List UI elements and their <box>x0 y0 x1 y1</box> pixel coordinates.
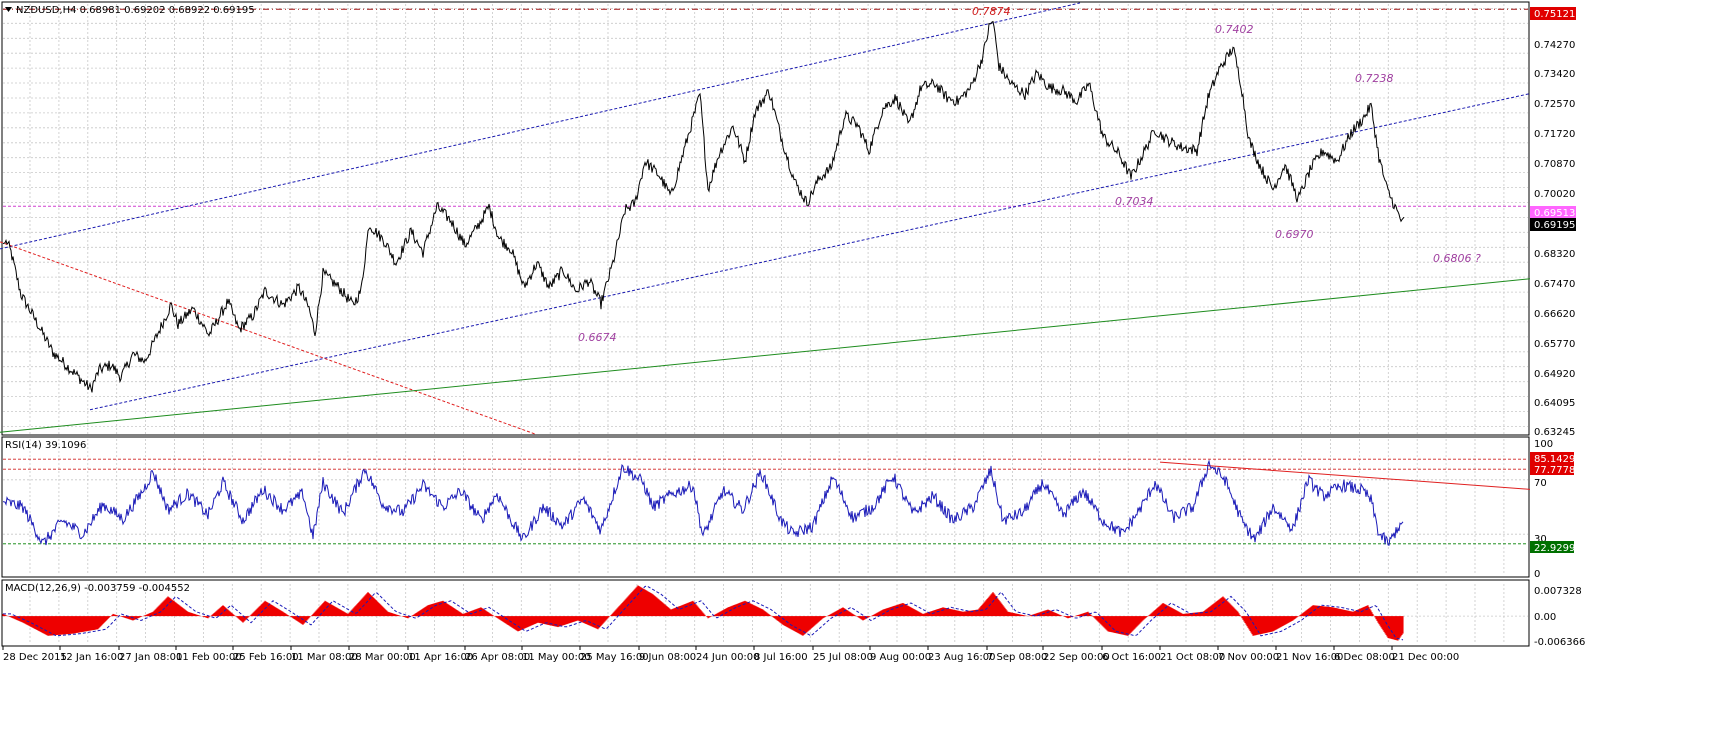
price-tick: 0.74270 <box>1534 40 1575 51</box>
time-label: 22 Sep 00:00 <box>1043 652 1110 663</box>
time-label: 24 Jun 00:00 <box>696 652 760 663</box>
rsi-tick: 0 <box>1534 569 1540 580</box>
price-tick: 0.68320 <box>1534 249 1575 260</box>
time-label: 27 Jan 08:00 <box>119 652 182 663</box>
price-tick: 0.70870 <box>1534 159 1575 170</box>
time-label: 11 Mar 08:00 <box>291 652 358 663</box>
price-tick: 0.66620 <box>1534 309 1575 320</box>
main-panel-frame <box>1 1 1530 436</box>
rsi-trend-line <box>1159 461 1531 490</box>
price-annotation: 0.7238 <box>1355 72 1394 85</box>
rsi-line <box>2 459 1404 546</box>
rsi-badge-lower: 77.7778 <box>1530 463 1575 476</box>
time-label: 21 Oct 08:00 <box>1160 652 1225 663</box>
price-badge-magenta: 0.69513 <box>1530 206 1576 219</box>
price-annotation: 0.6674 <box>578 331 617 344</box>
time-label: 28 Mar 00:00 <box>349 652 416 663</box>
price-tick: 0.71720 <box>1534 129 1575 140</box>
time-label: 25 Jul 08:00 <box>813 652 873 663</box>
svg-text:22.9299: 22.9299 <box>1534 543 1575 554</box>
price-annotation: 0.7034 <box>1115 195 1154 208</box>
rsi-panel-frame <box>1 436 1530 578</box>
time-label: 9 Jun 08:00 <box>639 652 696 663</box>
price-tick: 0.64920 <box>1534 369 1575 380</box>
time-label: 6 Oct 16:00 <box>1102 652 1161 663</box>
price-tick: 0.65770 <box>1534 339 1575 350</box>
time-label: 8 Jul 16:00 <box>754 652 808 663</box>
price-annotation: 0.7402 <box>1215 23 1254 36</box>
svg-text:85.1429: 85.1429 <box>1534 454 1575 465</box>
rsi-tick: 70 <box>1534 478 1547 489</box>
time-label: 21 Nov 16:00 <box>1276 652 1343 663</box>
price-tick: 0.67470 <box>1534 279 1575 290</box>
green-uptrend-line <box>0 278 1531 433</box>
time-label: 23 Aug 16:00 <box>928 652 995 663</box>
time-label: 12 Jan 16:00 <box>60 652 123 663</box>
price-badge-red: 0.75121 <box>1530 7 1576 20</box>
macd-tick: 0.00 <box>1534 612 1556 623</box>
macd-tick: -0.006366 <box>1534 637 1585 648</box>
price-tick: 0.73420 <box>1534 69 1575 80</box>
chart-menu[interactable] <box>5 7 12 12</box>
price-tick: 0.64095 <box>1534 398 1575 409</box>
time-label: 21 Dec 00:00 <box>1392 652 1459 663</box>
rsi-badge-upper: 85.1429 <box>1530 452 1575 465</box>
time-label: 9 Aug 00:00 <box>870 652 931 663</box>
rsi-title: RSI(14) 39.1096 <box>5 440 86 451</box>
time-label: 28 Dec 2015 <box>3 652 67 663</box>
annotations: 0.7874 0.7402 0.7238 0.7034 0.6970 0.6806 ? 0.… <box>578 5 1481 344</box>
rsi-badge-current: 22.9299 <box>1530 541 1575 554</box>
price-tick: 0.70020 <box>1534 189 1575 200</box>
price-tick: 0.72570 <box>1534 99 1575 110</box>
trendlines <box>0 2 1531 545</box>
price-badge-current: 0.69195 <box>1530 218 1576 231</box>
rsi-tick: 30 <box>1534 534 1547 545</box>
price-annotation: 0.6970 <box>1275 228 1314 241</box>
triangle-down-icon[interactable] <box>5 7 12 12</box>
price-tick: 0.63245 <box>1534 427 1575 438</box>
time-label: 26 Apr 08:00 <box>465 652 530 663</box>
svg-text:77.7778: 77.7778 <box>1534 465 1575 476</box>
price-axis: 0.74270 0.73420 0.72570 0.71720 0.70870 … <box>1534 40 1575 438</box>
macd-signal-line <box>3 585 1404 641</box>
rsi-axis: 100 70 30 0 <box>1534 439 1553 580</box>
time-label: 7 Nov 00:00 <box>1218 652 1279 663</box>
rsi-tick: 100 <box>1534 439 1553 450</box>
svg-text:0.69195: 0.69195 <box>1534 220 1575 231</box>
time-label: 25 Feb 16:00 <box>233 652 299 663</box>
time-label: 6 Dec 08:00 <box>1334 652 1395 663</box>
time-label: 11 Feb 00:00 <box>176 652 242 663</box>
macd-title: MACD(12,26,9) -0.003759 -0.004552 <box>5 583 190 594</box>
price-annotation: 0.7874 <box>972 5 1011 18</box>
time-label: 7 Sep 08:00 <box>987 652 1047 663</box>
series <box>2 20 1405 641</box>
main-title: NZDUSD,H4 0.68981 0.69202 0.68922 0.6919… <box>16 5 255 16</box>
price-annotation: 0.6806 ? <box>1433 252 1481 265</box>
svg-text:0.75121: 0.75121 <box>1534 9 1575 20</box>
time-label: 11 May 00:00 <box>522 652 591 663</box>
price-line <box>2 20 1405 393</box>
macd-tick: 0.007328 <box>1534 586 1582 597</box>
time-label: 11 Apr 16:00 <box>408 652 473 663</box>
channel-lower-line <box>89 93 1531 411</box>
time-label: 25 May 16:00 <box>580 652 649 663</box>
svg-text:0.69513: 0.69513 <box>1534 208 1575 219</box>
macd-axis: 0.007328 0.00 -0.006366 <box>1534 586 1585 648</box>
